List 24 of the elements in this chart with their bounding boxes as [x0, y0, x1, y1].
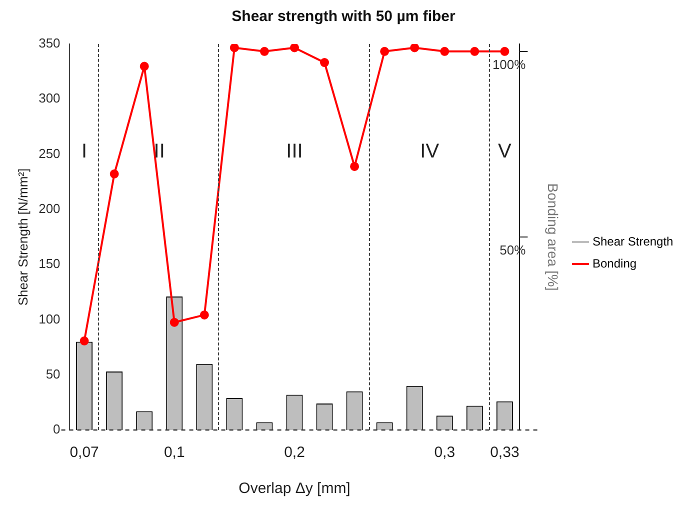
legend-label: Shear Strength — [592, 234, 674, 248]
chart-title: Shear strength with 50 µm fiber — [232, 8, 456, 26]
y-tick-label: 0 — [53, 422, 60, 437]
legend-label: Bonding — [592, 256, 637, 270]
y-tick-label: 100 — [38, 311, 60, 326]
annotation: IV — [420, 140, 440, 163]
annotation: I — [82, 140, 88, 163]
x-tick-label: 0,3 — [434, 444, 456, 462]
x-tick-label: 0,1 — [164, 444, 185, 462]
annotation: V — [498, 140, 512, 163]
y-tick-label: 150 — [38, 256, 60, 272]
x-tick-label: 0,2 — [284, 444, 305, 462]
annotation: II — [154, 140, 165, 163]
x-tick-label: 0,07 — [70, 444, 99, 462]
y-tick-label: 350 — [38, 36, 60, 51]
annotation: III — [286, 140, 303, 163]
y2-axis-title: Bonding area [%] — [545, 183, 562, 291]
y-tick-label: 200 — [38, 201, 60, 216]
x-tick-label: 0,33 — [490, 444, 520, 462]
y-axis-title: Shear Strength [N/mm²] — [15, 168, 30, 306]
x-axis-title: Overlap Δy [mm] — [238, 480, 350, 498]
y-tick-label: 300 — [38, 90, 60, 106]
y-tick-label: 250 — [38, 146, 60, 161]
y-tick-label: 50 — [46, 366, 60, 382]
